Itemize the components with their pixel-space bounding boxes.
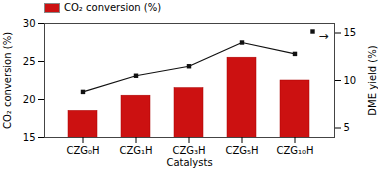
html-text:CO₂ conversion (%): CO₂ conversion (%) [64,2,162,13]
svg-text:CZG₁₀H: CZG₁₀H [276,145,313,156]
svg-text:10: 10 [344,75,357,86]
svg-text:DME yield (%): DME yield (%) [367,45,378,115]
svg-text:30: 30 [23,18,36,29]
svg-text:20: 20 [23,94,36,105]
svg-text:→: → [318,29,328,43]
svg-text:CO₂ conversion (%): CO₂ conversion (%) [2,32,13,129]
svg-text:Catalysts: Catalysts [166,157,212,168]
svg-text:CZG₃H: CZG₃H [172,145,205,156]
svg-text:CZG₀H: CZG₀H [66,145,99,156]
svg-text:CZG₅H: CZG₅H [225,145,258,156]
svg-text:5: 5 [344,122,350,133]
svg-text:CZG₁H: CZG₁H [119,145,152,156]
svg-text:15: 15 [23,132,36,143]
svg-text:25: 25 [23,56,36,67]
svg-text:15: 15 [344,27,357,38]
